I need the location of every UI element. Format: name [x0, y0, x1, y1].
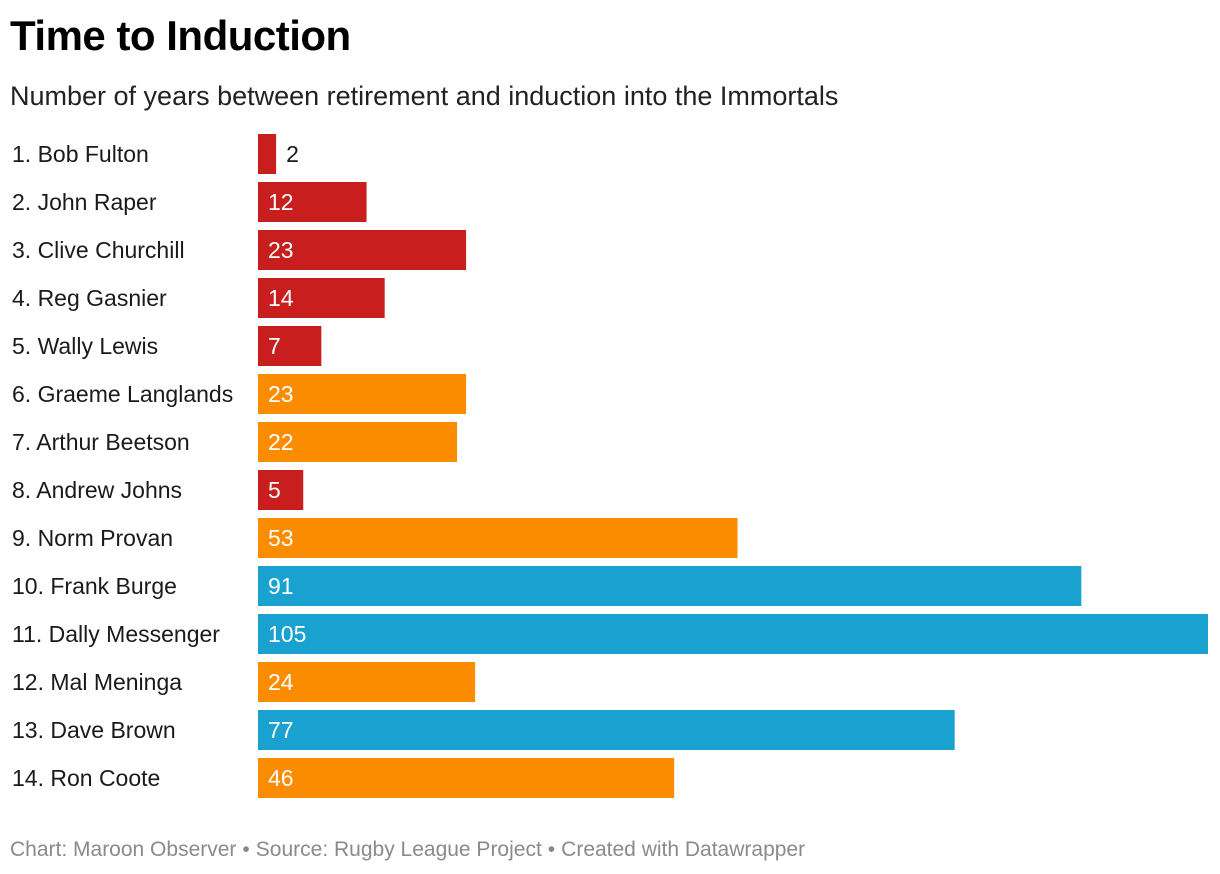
value-label: 24	[268, 669, 294, 695]
bar	[258, 758, 675, 798]
bar	[258, 518, 738, 558]
bar-row: 14. Ron Coote 46	[12, 758, 675, 798]
bar	[258, 230, 467, 270]
category-label: 5. Wally Lewis	[12, 333, 158, 359]
category-label: 8. Andrew Johns	[12, 477, 182, 503]
category-label: 6. Graeme Langlands	[12, 381, 233, 407]
bar	[258, 134, 277, 174]
bar-row: 5. Wally Lewis 7	[12, 326, 322, 366]
bar	[258, 326, 322, 366]
category-label: 11. Dally Messenger	[12, 621, 220, 647]
bar	[258, 374, 467, 414]
category-label: 13. Dave Brown	[12, 717, 176, 743]
value-label: 53	[268, 525, 294, 551]
value-label: 23	[268, 237, 294, 263]
bar	[258, 422, 458, 462]
bar-row: 3. Clive Churchill 23	[12, 230, 467, 270]
footer-chart-credit: Chart: Maroon Observer	[10, 838, 237, 861]
bar-row: 2. John Raper 12	[12, 182, 367, 222]
value-label: 14	[268, 285, 294, 311]
bar	[258, 662, 476, 702]
bar-row: 7. Arthur Beetson 22	[12, 422, 458, 462]
bar	[258, 710, 955, 750]
footer-source: Source: Rugby League Project	[255, 838, 542, 861]
category-label: 1. Bob Fulton	[12, 141, 149, 167]
value-label: 22	[268, 429, 294, 455]
footer-separator: •	[547, 838, 556, 861]
value-label: 7	[268, 333, 281, 359]
chart-subtitle: Number of years between retirement and i…	[10, 81, 839, 111]
footer-tool: Created with Datawrapper	[561, 838, 806, 861]
bar	[258, 182, 367, 222]
bar	[258, 470, 304, 510]
bar-row: 1. Bob Fulton 2	[12, 134, 299, 174]
category-label: 12. Mal Meninga	[12, 669, 182, 695]
value-label: 91	[268, 573, 294, 599]
category-label: 7. Arthur Beetson	[12, 429, 190, 455]
bar-row: 10. Frank Burge 91	[12, 566, 1082, 606]
bar	[258, 614, 1208, 654]
bar	[258, 278, 385, 318]
value-label: 12	[268, 189, 294, 215]
bar-row: 4. Reg Gasnier 14	[12, 278, 385, 318]
bar	[258, 566, 1082, 606]
value-label: 105	[268, 621, 306, 647]
footer-separator: •	[242, 838, 250, 861]
bar-chart: 1. Bob Fulton 2 2. John Raper 12 3. Clive Ch…	[12, 134, 1208, 798]
value-label: 5	[268, 477, 281, 503]
category-label: 2. John Raper	[12, 189, 157, 215]
value-label: 46	[268, 765, 294, 791]
bar-row: 6. Graeme Langlands 23	[12, 374, 467, 414]
chart-title: Time to Induction	[10, 12, 351, 59]
category-label: 14. Ron Coote	[12, 765, 160, 791]
bar-row: 12. Mal Meninga 24	[12, 662, 476, 702]
bar-row: 9. Norm Provan 53	[12, 518, 738, 558]
value-label: 23	[268, 381, 294, 407]
bar-row: 8. Andrew Johns 5	[12, 470, 304, 510]
bar-row: 13. Dave Brown 77	[12, 710, 955, 750]
category-label: 3. Clive Churchill	[12, 237, 185, 263]
category-label: 4. Reg Gasnier	[12, 285, 167, 311]
bar-row: 11. Dally Messenger 105	[12, 614, 1208, 654]
value-label: 77	[268, 717, 294, 743]
category-label: 10. Frank Burge	[12, 573, 177, 599]
value-label: 2	[286, 141, 299, 167]
footer: Chart: Maroon Observer • Source: Rugby Lea…	[10, 836, 805, 864]
category-label: 9. Norm Provan	[12, 525, 173, 551]
